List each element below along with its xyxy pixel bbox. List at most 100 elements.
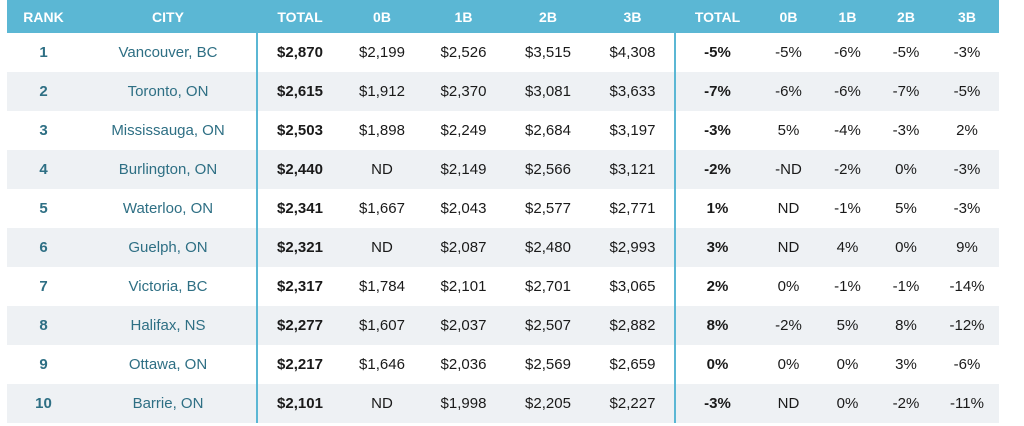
cell-2b-rent: $2,684 [505, 111, 591, 150]
cell-2b-rent: $3,081 [505, 72, 591, 111]
cell-0b-rent: $1,607 [342, 306, 422, 345]
table-row: 9 Ottawa, ON $2,217 $1,646 $2,036 $2,569 $2,65… [7, 345, 999, 384]
cell-2b-change: 5% [877, 189, 935, 228]
cell-total-change: 8% [674, 306, 759, 345]
table-row: 3 Mississauga, ON $2,503 $1,898 $2,249 $2,684… [7, 111, 999, 150]
cell-total-change: -7% [674, 72, 759, 111]
cell-0b-rent: $1,898 [342, 111, 422, 150]
cell-total-rent: $2,217 [256, 345, 342, 384]
table-row: 1 Vancouver, BC $2,870 $2,199 $2,526 $3,515 $4… [7, 33, 999, 72]
cell-total-rent: $2,317 [256, 267, 342, 306]
cell-rank: 7 [7, 267, 80, 306]
cell-3b-rent: $3,197 [591, 111, 675, 150]
cell-3b-rent: $2,993 [591, 228, 675, 267]
cell-1b-rent: $2,526 [422, 33, 505, 72]
table-row: 4 Burlington, ON $2,440 ND $2,149 $2,566 $3,12… [7, 150, 999, 189]
cell-city: Vancouver, BC [80, 33, 257, 72]
cell-3b-rent: $2,659 [591, 345, 675, 384]
header-0b-change: 0B [759, 0, 818, 33]
cell-2b-rent: $2,205 [505, 384, 591, 423]
table-row: 10 Barrie, ON $2,101 ND $1,998 $2,205 $2,227 -3… [7, 384, 999, 423]
cell-total-rent: $2,277 [256, 306, 342, 345]
cell-total-change: -3% [674, 384, 759, 423]
cell-total-rent: $2,101 [256, 384, 342, 423]
cell-1b-rent: $2,037 [422, 306, 505, 345]
cell-0b-change: -6% [759, 72, 818, 111]
cell-0b-rent: $1,912 [342, 72, 422, 111]
cell-2b-change: -7% [877, 72, 935, 111]
cell-1b-change: -1% [818, 267, 877, 306]
cell-2b-change: -2% [877, 384, 935, 423]
header-2b-change: 2B [877, 0, 935, 33]
cell-total-change: 2% [674, 267, 759, 306]
cell-1b-change: -6% [818, 33, 877, 72]
cell-3b-change: -3% [935, 189, 999, 228]
cell-total-change: 0% [674, 345, 759, 384]
cell-rank: 6 [7, 228, 80, 267]
rent-ranking-table-container: RANK CITY TOTAL 0B 1B 2B 3B TOTAL 0B 1B … [7, 0, 999, 423]
cell-1b-change: 5% [818, 306, 877, 345]
cell-0b-change: 5% [759, 111, 818, 150]
cell-0b-rent: $1,667 [342, 189, 422, 228]
cell-city: Halifax, NS [80, 306, 257, 345]
cell-total-change: 1% [674, 189, 759, 228]
cell-2b-change: 8% [877, 306, 935, 345]
cell-3b-change: -3% [935, 150, 999, 189]
cell-3b-rent: $2,771 [591, 189, 675, 228]
cell-rank: 10 [7, 384, 80, 423]
cell-total-change: -3% [674, 111, 759, 150]
cell-0b-change: -5% [759, 33, 818, 72]
header-total-change: TOTAL [674, 0, 759, 33]
cell-city: Toronto, ON [80, 72, 257, 111]
table-row: 2 Toronto, ON $2,615 $1,912 $2,370 $3,081 $3,6… [7, 72, 999, 111]
cell-total-rent: $2,341 [256, 189, 342, 228]
cell-0b-rent: ND [342, 384, 422, 423]
cell-1b-change: -4% [818, 111, 877, 150]
cell-3b-change: -6% [935, 345, 999, 384]
cell-1b-rent: $1,998 [422, 384, 505, 423]
cell-2b-change: -5% [877, 33, 935, 72]
cell-0b-change: -2% [759, 306, 818, 345]
header-1b-rent: 1B [422, 0, 505, 33]
header-2b-rent: 2B [505, 0, 591, 33]
cell-1b-change: 0% [818, 384, 877, 423]
cell-total-rent: $2,440 [256, 150, 342, 189]
header-city: CITY [80, 0, 257, 33]
cell-2b-rent: $2,480 [505, 228, 591, 267]
cell-2b-change: 0% [877, 150, 935, 189]
cell-2b-change: 0% [877, 228, 935, 267]
header-3b-change: 3B [935, 0, 999, 33]
cell-0b-rent: ND [342, 150, 422, 189]
header-1b-change: 1B [818, 0, 877, 33]
cell-3b-change: -14% [935, 267, 999, 306]
table-header-row: RANK CITY TOTAL 0B 1B 2B 3B TOTAL 0B 1B … [7, 0, 999, 33]
cell-total-rent: $2,321 [256, 228, 342, 267]
table-body: 1 Vancouver, BC $2,870 $2,199 $2,526 $3,515 $4… [7, 33, 999, 423]
header-rank: RANK [7, 0, 80, 33]
cell-2b-change: 3% [877, 345, 935, 384]
cell-3b-rent: $4,308 [591, 33, 675, 72]
cell-city: Victoria, BC [80, 267, 257, 306]
cell-3b-change: 2% [935, 111, 999, 150]
cell-2b-rent: $2,577 [505, 189, 591, 228]
table-row: 6 Guelph, ON $2,321 ND $2,087 $2,480 $2,993 3% N… [7, 228, 999, 267]
cell-2b-rent: $3,515 [505, 33, 591, 72]
cell-2b-rent: $2,507 [505, 306, 591, 345]
header-0b-rent: 0B [342, 0, 422, 33]
cell-2b-change: -3% [877, 111, 935, 150]
cell-total-change: -5% [674, 33, 759, 72]
cell-rank: 1 [7, 33, 80, 72]
cell-1b-change: -6% [818, 72, 877, 111]
cell-0b-change: 0% [759, 345, 818, 384]
cell-rank: 5 [7, 189, 80, 228]
cell-2b-change: -1% [877, 267, 935, 306]
cell-1b-rent: $2,087 [422, 228, 505, 267]
cell-0b-rent: $2,199 [342, 33, 422, 72]
cell-0b-rent: $1,784 [342, 267, 422, 306]
cell-1b-rent: $2,249 [422, 111, 505, 150]
table-row: 5 Waterloo, ON $2,341 $1,667 $2,043 $2,577 $2,… [7, 189, 999, 228]
cell-total-rent: $2,503 [256, 111, 342, 150]
cell-1b-change: -2% [818, 150, 877, 189]
cell-rank: 3 [7, 111, 80, 150]
cell-3b-change: -5% [935, 72, 999, 111]
